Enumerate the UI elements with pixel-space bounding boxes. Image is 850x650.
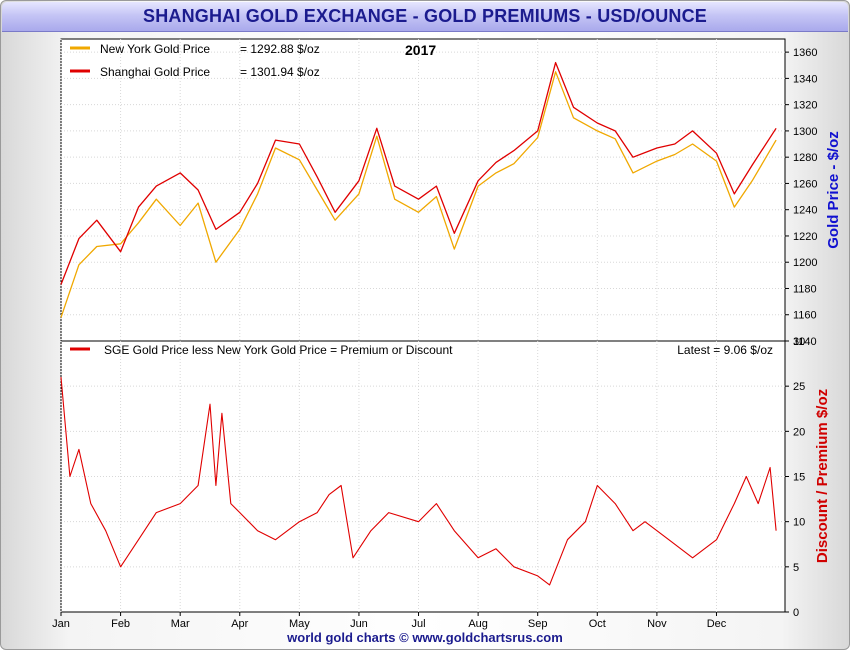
bottom-y-tick-label: 15	[793, 472, 805, 484]
x-tick-label-mar: Mar	[171, 618, 190, 630]
series-line-shanghai-gold-price	[60, 61, 777, 285]
x-tick-label-aug: Aug	[468, 618, 488, 630]
bottom-y-tick-label: 20	[793, 426, 805, 438]
bottom-y-axis-label: Discount / Premium $/oz	[814, 389, 831, 563]
bottom-y-tick-label: 10	[793, 517, 805, 529]
legend-sge-label: Shanghai Gold Price	[100, 65, 210, 79]
x-tick-label-sep: Sep	[528, 618, 548, 630]
x-tick-label-nov: Nov	[647, 618, 667, 630]
chart-title: SHANGHAI GOLD EXCHANGE - GOLD PREMIUMS -…	[2, 2, 848, 32]
x-tick-label-dec: Dec	[707, 618, 727, 630]
series-line-new-york-gold-price	[60, 71, 777, 318]
legend-sge-value: = 1301.94 $/oz	[240, 65, 320, 79]
top-y-tick-label: 1280	[793, 152, 817, 164]
bottom-y-tick-labels: 0 5 10 15 20 25 30	[785, 336, 805, 619]
x-tick-label-apr: Apr	[231, 618, 248, 630]
bottom-y-tick-label: 5	[793, 562, 799, 574]
top-gridlines	[60, 39, 785, 341]
x-tick-labels: Jan Feb Mar Apr May Jun Jul Aug Sep Oct Nov Dec	[52, 612, 727, 630]
legend-ny-label: New York Gold Price	[100, 42, 210, 56]
top-y-tick-label: 1160	[793, 310, 817, 322]
top-y-tick-label: 1360	[793, 47, 817, 59]
top-y-tick-label: 1180	[793, 283, 817, 295]
top-y-axis-label: Gold Price - $/oz	[825, 131, 842, 249]
top-y-tick-label: 1260	[793, 178, 817, 190]
top-y-tick-label: 1240	[793, 205, 817, 217]
footer-credit: world gold charts © www.goldchartsrus.co…	[287, 630, 563, 645]
x-tick-label-feb: Feb	[111, 618, 130, 630]
bottom-series-lines	[60, 377, 777, 586]
top-series-lines	[60, 61, 777, 318]
bottom-y-tick-label: 25	[793, 381, 805, 393]
x-tick-label-may: May	[289, 618, 310, 630]
top-y-tick-label: 1200	[793, 257, 817, 269]
bottom-y-tick-label: 0	[793, 607, 799, 619]
top-panel-background	[60, 38, 786, 342]
top-y-tick-label: 1340	[793, 73, 817, 85]
top-y-tick-label: 1220	[793, 231, 817, 243]
top-y-tick-label: 1320	[793, 100, 817, 112]
top-y-tick-labels: 1140 1160 1180 1200 1220 1240 1260 1280 1300 1320…	[785, 47, 817, 348]
legend-premium-label: SGE Gold Price less New York Gold Price …	[104, 343, 453, 357]
top-chart-year: 2017	[405, 42, 436, 58]
legend-ny-value: = 1292.88 $/oz	[240, 42, 320, 56]
bottom-y-tick-label: 30	[793, 336, 805, 348]
top-y-tick-label: 1300	[793, 126, 817, 138]
latest-annotation: Latest = 9.06 $/oz	[677, 343, 773, 357]
series-line-premium-discount	[60, 377, 777, 586]
x-tick-label-jun: Jun	[350, 618, 368, 630]
x-tick-label-jul: Jul	[411, 618, 425, 630]
x-tick-label-jan: Jan	[52, 618, 70, 630]
bottom-gridlines	[60, 341, 785, 612]
top-y-tick-label: 1140	[793, 336, 817, 348]
x-tick-label-oct: Oct	[589, 618, 606, 630]
